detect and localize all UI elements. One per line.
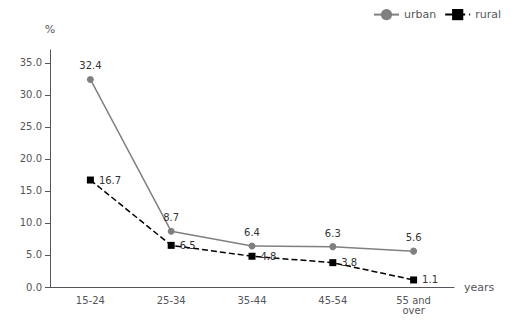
- svg-text:10.0: 10.0: [20, 217, 42, 228]
- svg-text:35.0: 35.0: [20, 57, 42, 68]
- svg-text:rural: rural: [475, 8, 501, 21]
- svg-text:20.0: 20.0: [20, 153, 42, 164]
- svg-text:30.0: 30.0: [20, 89, 42, 100]
- svg-text:6.3: 6.3: [325, 228, 341, 239]
- svg-text:6.5: 6.5: [180, 240, 196, 251]
- svg-text:4.8: 4.8: [261, 251, 277, 262]
- svg-text:25-34: 25-34: [157, 295, 186, 306]
- svg-text:over: over: [402, 305, 425, 316]
- svg-text:1.1: 1.1: [422, 274, 438, 285]
- svg-text:5.6: 5.6: [406, 232, 422, 243]
- svg-text:years: years: [464, 281, 495, 294]
- svg-text:8.7: 8.7: [163, 212, 179, 223]
- svg-text:15.0: 15.0: [20, 185, 42, 196]
- svg-text:35-44: 35-44: [237, 295, 266, 306]
- svg-text:6.4: 6.4: [244, 227, 260, 238]
- svg-text:55 and: 55 and: [396, 294, 431, 306]
- svg-text:urban: urban: [404, 8, 436, 21]
- svg-text:25.0: 25.0: [20, 121, 42, 132]
- svg-text:32.4: 32.4: [79, 60, 101, 71]
- svg-text:45-54: 45-54: [318, 295, 347, 306]
- svg-text:5.0: 5.0: [26, 249, 42, 260]
- svg-text:%: %: [45, 23, 55, 36]
- svg-text:3.8: 3.8: [341, 257, 357, 268]
- svg-text:15-24: 15-24: [76, 295, 105, 306]
- svg-text:16.7: 16.7: [99, 175, 121, 186]
- svg-text:0.0: 0.0: [26, 282, 42, 293]
